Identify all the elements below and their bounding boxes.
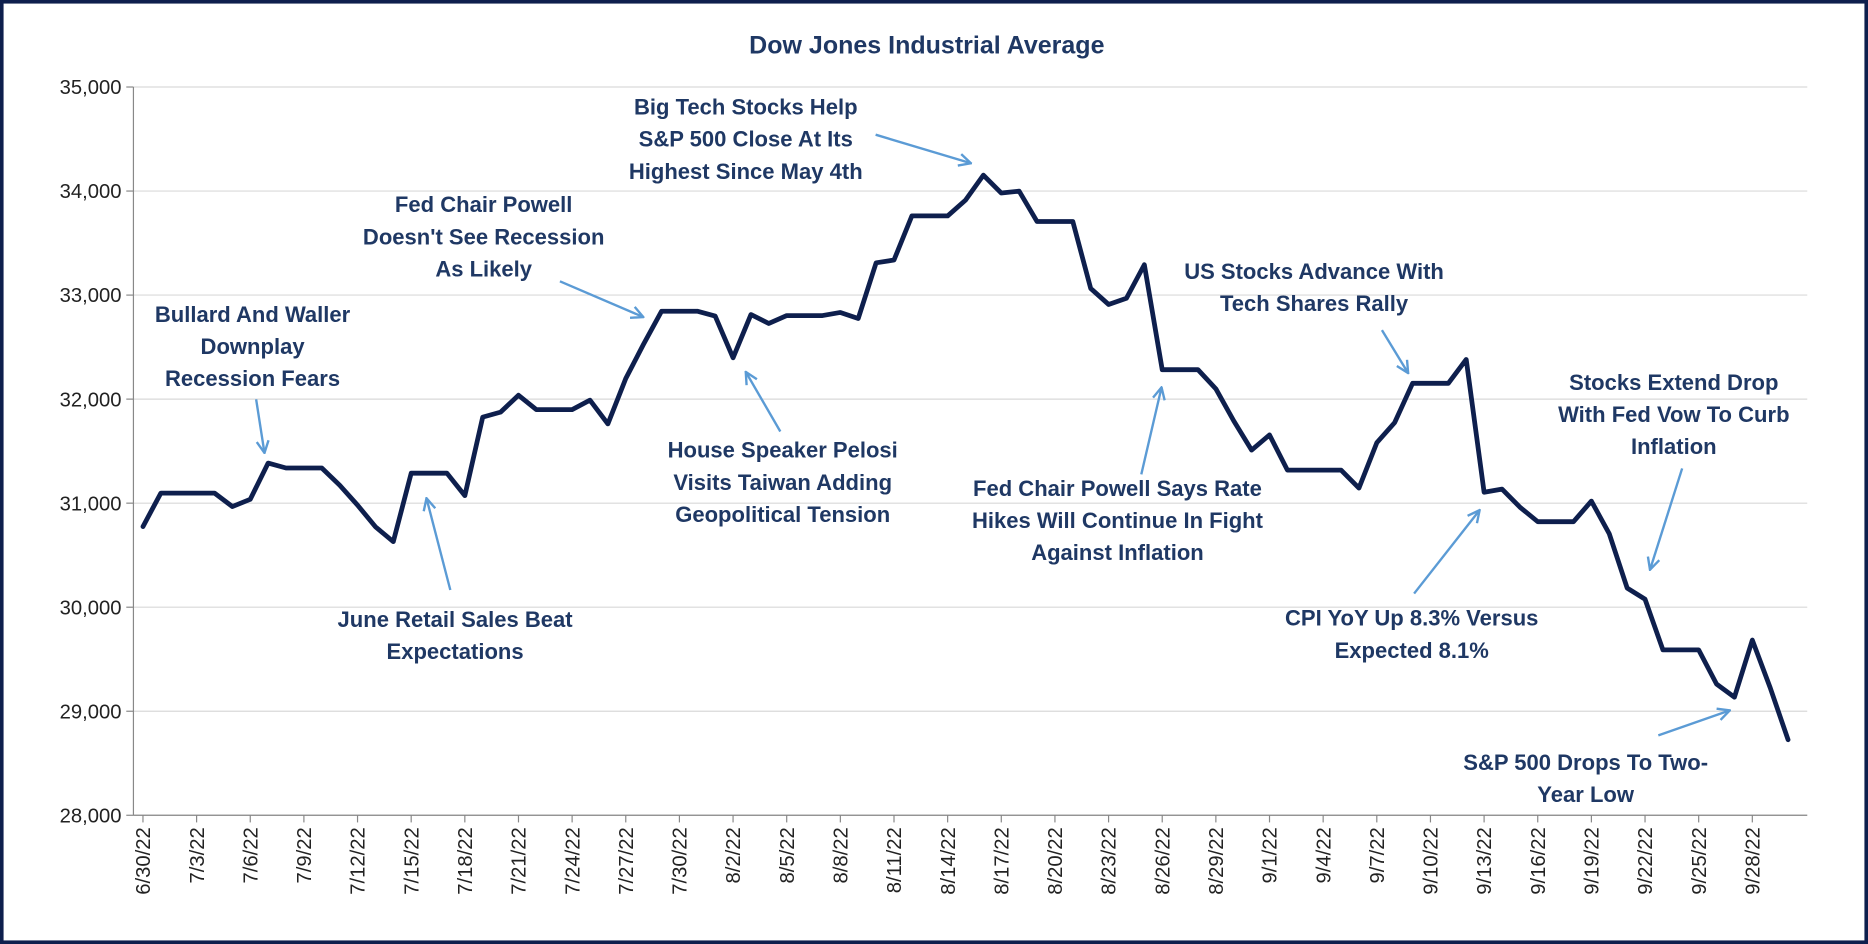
annotation-text: Geopolitical Tension: [675, 502, 890, 527]
annotation-text: Stocks Extend Drop: [1569, 370, 1778, 395]
annotation-text: US Stocks Advance With: [1184, 259, 1444, 284]
y-tick-label: 28,000: [60, 805, 122, 827]
annotation-text: Expected 8.1%: [1335, 638, 1490, 663]
x-tick-label: 7/18/22: [455, 827, 477, 895]
y-tick-label: 32,000: [60, 389, 122, 411]
annotation-text: S&P 500 Drops To Two-: [1463, 750, 1708, 775]
annotation-arrow: [746, 372, 782, 433]
annotation-text: Highest Since May 4th: [629, 159, 863, 184]
x-tick-label: 8/26/22: [1152, 827, 1174, 895]
annotation-text: Visits Taiwan Adding: [673, 470, 892, 495]
annotation-text: As Likely: [435, 257, 532, 282]
data-line: [140, 172, 1791, 743]
x-tick-label: 7/12/22: [348, 827, 370, 895]
x-tick-label: 9/25/22: [1689, 827, 1711, 895]
annotation-text: Tech Shares Rally: [1220, 291, 1409, 316]
x-tick-label: 8/5/22: [777, 827, 799, 883]
x-tick-label: 7/3/22: [187, 827, 209, 883]
x-tick-label: 7/9/22: [294, 827, 316, 883]
x-tick-label: 9/19/22: [1582, 827, 1604, 895]
x-tick-label: 9/7/22: [1367, 827, 1389, 883]
x-tick-label: 7/27/22: [616, 827, 638, 895]
x-tick-label: 9/13/22: [1474, 827, 1496, 895]
annotation-text: Big Tech Stocks Help: [634, 94, 858, 119]
annotation-text: Expectations: [387, 639, 524, 664]
y-tick-label: 31,000: [60, 493, 122, 515]
annotation-arrow: [1380, 329, 1408, 373]
x-tick-label: 8/23/22: [1099, 827, 1121, 895]
x-tick-label: 8/8/22: [831, 827, 853, 883]
x-tick-label: 7/21/22: [509, 827, 531, 895]
annotation-text: Against Inflation: [1031, 540, 1204, 565]
annotation-text: Fed Chair Powell: [395, 192, 572, 217]
y-tick-label: 30,000: [60, 597, 122, 619]
x-tick-label: 7/6/22: [240, 827, 262, 883]
y-tick-label: 34,000: [60, 181, 122, 203]
x-tick-label: 9/22/22: [1635, 827, 1657, 895]
annotation-arrow: [426, 498, 452, 591]
x-tick-label: 8/11/22: [884, 827, 906, 893]
y-tick-label: 29,000: [60, 701, 122, 723]
x-tick-label: 8/29/22: [1206, 827, 1228, 895]
x-tick-label: 8/14/22: [938, 827, 960, 895]
annotation-text: Bullard And Waller: [155, 302, 351, 327]
x-tick-label: 8/20/22: [1045, 827, 1067, 895]
x-tick-label: 7/24/22: [562, 827, 584, 895]
annotation-arrow: [559, 280, 643, 317]
x-tick-label: 6/30/22: [133, 827, 155, 895]
x-tick-label: 7/30/22: [670, 827, 692, 895]
x-tick-label: 8/17/22: [991, 827, 1013, 895]
annotation-text: Recession Fears: [165, 366, 340, 391]
annotation-text: Downplay: [201, 334, 306, 359]
x-tick-label: 9/1/22: [1260, 827, 1282, 883]
chart-title: Dow Jones Industrial Average: [749, 32, 1104, 60]
annotation-arrow: [1413, 510, 1480, 595]
annotation-text: S&P 500 Close At Its: [639, 127, 853, 152]
x-tick-label: 9/10/22: [1421, 827, 1443, 895]
x-tick-label: 9/4/22: [1313, 827, 1335, 883]
annotation-arrow: [1650, 468, 1684, 569]
annotation-text: June Retail Sales Beat: [338, 607, 574, 632]
annotation-text: Inflation: [1631, 434, 1717, 459]
x-tick-label: 7/15/22: [401, 827, 423, 895]
annotation-text: Doesn't See Recession: [363, 224, 605, 249]
y-tick-label: 35,000: [60, 77, 122, 99]
annotation-arrow: [254, 399, 264, 453]
annotation-text: CPI YoY Up 8.3% Versus: [1285, 606, 1538, 631]
annotation-text: House Speaker Pelosi: [668, 438, 898, 463]
x-tick-label: 9/28/22: [1742, 827, 1764, 895]
x-tick-label: 8/2/22: [723, 827, 745, 883]
annotation-text: Hikes Will Continue In Fight: [972, 508, 1264, 533]
x-tick-label: 9/16/22: [1528, 827, 1550, 895]
annotation-text: With Fed Vow To Curb: [1558, 402, 1789, 427]
annotation-text: Fed Chair Powell Says Rate: [973, 476, 1262, 501]
annotation-arrow: [1657, 710, 1729, 737]
annotation-arrow: [1140, 387, 1161, 475]
y-tick-label: 33,000: [60, 285, 122, 307]
annotation-arrow: [875, 133, 971, 164]
annotation-text: Year Low: [1537, 782, 1635, 807]
